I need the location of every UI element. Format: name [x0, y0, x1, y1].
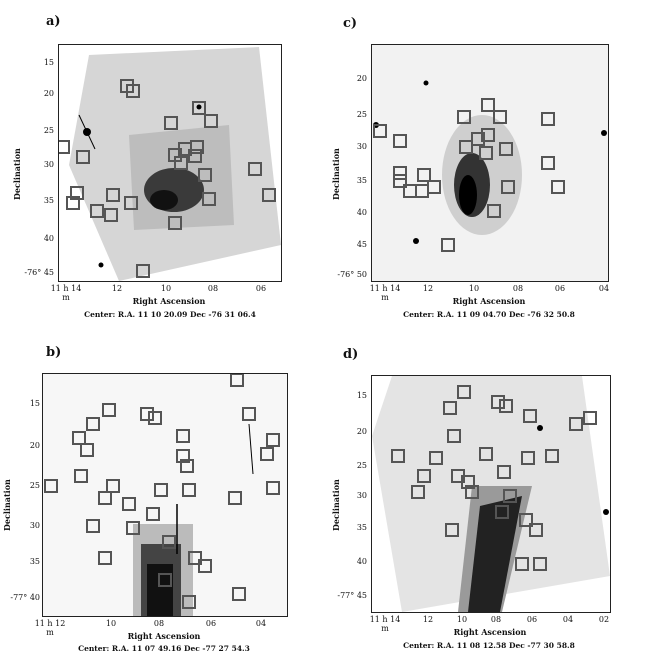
center-coordinates: Center: R.A. 11 10 20.09 Dec -76 31 06.4: [84, 310, 256, 319]
x-tick: 11 h 14 m: [50, 284, 82, 302]
x-tick: 06: [526, 615, 538, 624]
y-tick: 40: [356, 557, 367, 566]
center-coordinates: Center: R.A. 11 08 12.58 Dec -77 30 58.8: [403, 641, 575, 650]
y-axis-label: Declination: [2, 479, 12, 531]
y-axis-label: Declination: [331, 479, 341, 531]
sky-image-c: [372, 45, 608, 281]
y-tick: 20: [356, 427, 367, 436]
x-tick: 04: [255, 619, 267, 628]
sky-image-d: [372, 376, 610, 612]
panel-d: d) 15 20 25 30: [331, 331, 662, 662]
y-tick: 35: [43, 196, 54, 205]
y-axis-label: Declination: [331, 148, 341, 200]
panel-c: c) 20 25 30 35 40: [331, 0, 662, 331]
x-tick: 06: [554, 284, 566, 293]
x-tick: 10: [105, 619, 117, 628]
x-axis-label: Right Ascension: [132, 296, 206, 306]
y-tick: 30: [29, 521, 40, 530]
sky-image: [58, 44, 282, 282]
sky-image-b: [43, 374, 287, 616]
x-tick: 06: [205, 619, 217, 628]
x-tick: 11 h 12 m: [34, 619, 66, 637]
y-tick: 35: [356, 523, 367, 532]
x-axis-label: Right Ascension: [452, 296, 526, 306]
sky-image-a: [59, 47, 281, 281]
y-tick: 20: [29, 441, 40, 450]
x-tick: 04: [562, 615, 574, 624]
panel-label: a): [46, 14, 61, 29]
sky-image: [371, 44, 609, 282]
y-tick: 20: [356, 74, 367, 83]
y-tick: 40: [43, 234, 54, 243]
x-tick: 06: [255, 284, 267, 293]
x-tick: 10: [160, 284, 172, 293]
x-tick: 11 h 14 m: [369, 615, 401, 633]
center-coordinates: Center: R.A. 11 09 04.70 Dec -76 32 50.8: [403, 310, 575, 319]
x-tick: 08: [490, 615, 502, 624]
center-coordinates: Center: R.A. 11 07 49.16 Dec -77 27 54.3: [78, 644, 250, 653]
x-tick: 02: [598, 615, 610, 624]
panel-label: b): [46, 345, 62, 360]
x-tick: 12: [422, 284, 434, 293]
x-axis-label: Right Ascension: [127, 631, 201, 641]
y-tick: 30: [43, 160, 54, 169]
panel-label: c): [343, 16, 358, 31]
y-tick: 35: [29, 557, 40, 566]
y-tick: 25: [356, 110, 367, 119]
y-tick: -77° 40: [10, 593, 40, 602]
y-tick: 30: [356, 142, 367, 151]
x-tick: 11 h 14 m: [369, 284, 401, 302]
y-tick: 25: [356, 461, 367, 470]
y-axis-label: Declination: [12, 148, 22, 200]
x-tick: 12: [422, 615, 434, 624]
y-tick: 30: [356, 491, 367, 500]
y-tick: 15: [356, 391, 367, 400]
x-tick: 08: [153, 619, 165, 628]
panel-a: a) 15 20 25: [0, 0, 331, 331]
y-tick: 20: [43, 89, 54, 98]
x-tick: 12: [111, 284, 123, 293]
panel-label: d): [343, 347, 359, 362]
y-tick: -76° 50: [337, 270, 367, 279]
y-tick: 15: [43, 58, 54, 67]
sky-image: [371, 375, 611, 613]
y-tick: -76° 45: [24, 268, 54, 277]
sky-image: [42, 373, 288, 617]
x-axis-label: Right Ascension: [453, 627, 527, 637]
y-tick: 40: [356, 208, 367, 217]
x-tick: 04: [598, 284, 610, 293]
x-tick: 10: [456, 615, 468, 624]
x-tick: 08: [512, 284, 524, 293]
y-tick: 25: [29, 481, 40, 490]
panel-b: b): [0, 331, 331, 662]
y-tick: -77° 45: [337, 591, 367, 600]
y-tick: 25: [43, 126, 54, 135]
y-tick: 35: [356, 176, 367, 185]
x-tick: 10: [468, 284, 480, 293]
y-tick: 45: [356, 240, 367, 249]
x-tick: 08: [207, 284, 219, 293]
y-tick: 15: [29, 399, 40, 408]
